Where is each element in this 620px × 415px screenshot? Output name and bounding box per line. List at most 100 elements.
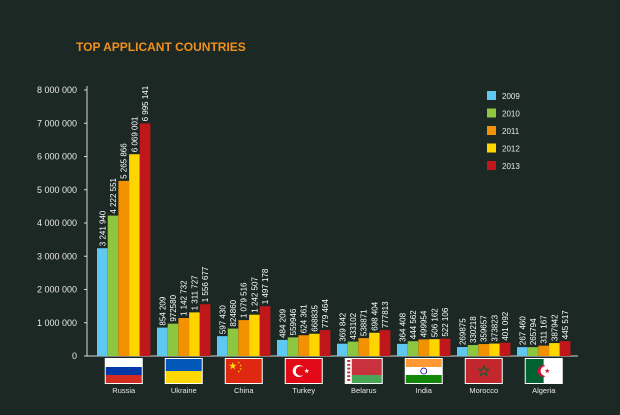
bar	[217, 336, 228, 356]
bar	[97, 248, 108, 356]
russia-flag-icon	[104, 358, 143, 384]
belarus-flag-icon	[344, 358, 383, 384]
data-label: 269875	[458, 318, 467, 345]
bar	[467, 345, 479, 356]
data-label: 522 106	[441, 307, 450, 336]
bar	[298, 335, 309, 356]
data-label: 364 408	[398, 312, 407, 341]
data-label: 1 497 178	[261, 268, 270, 304]
data-label: 433102	[349, 312, 358, 339]
data-label: 445 517	[561, 310, 570, 339]
algeria-flag-icon	[524, 358, 563, 384]
bar	[379, 330, 391, 356]
bar	[478, 344, 489, 356]
chart-title: TOP APPLICANT COUNTRIES	[76, 40, 246, 54]
bar	[249, 314, 260, 356]
data-label: 668835	[310, 305, 319, 332]
bar	[287, 337, 299, 356]
bar	[549, 343, 560, 356]
legend-swatch	[487, 161, 496, 170]
legend-swatch	[487, 126, 496, 135]
x-tick-label: Algeria	[532, 386, 556, 395]
legend-label: 2010	[502, 110, 520, 119]
legend-swatch	[487, 108, 496, 118]
legend-label: 2011	[502, 127, 520, 136]
data-label: 559946	[289, 308, 298, 335]
y-tick-label: 0	[72, 351, 77, 361]
y-tick-label: 3 000 000	[37, 251, 77, 261]
data-label: 597 430	[218, 305, 227, 334]
data-label: 972580	[169, 294, 178, 321]
y-tick-label: 6 000 000	[37, 152, 77, 162]
turkey-flag-icon	[284, 358, 323, 384]
china-flag-icon	[224, 358, 263, 384]
bar	[178, 318, 189, 356]
data-label: 444 562	[409, 310, 418, 339]
bar	[238, 320, 249, 356]
flags: Russia Ukraine China Turkey Belarus India Moro…	[104, 358, 563, 395]
data-label: 6 995 141	[141, 85, 150, 121]
legend: 2009 2010 2011 2012 2013	[487, 91, 520, 171]
legend-label: 2012	[502, 145, 520, 154]
data-label: 538871	[360, 309, 369, 336]
bar	[457, 347, 468, 356]
bar	[139, 123, 151, 356]
y-tick-label: 1 000 000	[37, 318, 77, 328]
bar	[277, 339, 288, 356]
bar	[118, 180, 129, 356]
bar	[189, 312, 200, 356]
x-tick-label: Ukraine	[171, 386, 197, 395]
data-label: 5 265 866	[120, 143, 129, 179]
x-tick-label: India	[416, 386, 433, 395]
bar	[517, 347, 528, 356]
data-label: 267 460	[518, 316, 527, 345]
data-label: 1 142 732	[180, 280, 189, 316]
ukraine-flag-icon	[164, 358, 203, 384]
india-flag-icon	[404, 358, 443, 384]
bar	[489, 343, 500, 356]
bar	[559, 341, 571, 356]
bar	[407, 341, 419, 356]
y-tick-label: 8 000 000	[37, 85, 77, 95]
data-label: 373823	[490, 314, 499, 341]
data-label: 4 222 551	[109, 177, 118, 213]
legend-label: 2009	[502, 92, 520, 101]
bar	[358, 338, 369, 356]
data-label: 698 404	[370, 301, 379, 330]
bars	[97, 123, 571, 356]
x-tick-label: Belarus	[351, 386, 377, 395]
data-label: 824860	[229, 299, 238, 326]
data-label: 506 162	[430, 308, 439, 337]
data-label: 499954	[420, 310, 429, 337]
bar	[499, 342, 511, 356]
data-label: 330218	[469, 316, 478, 343]
x-tick-label: Russia	[112, 386, 136, 395]
bar	[129, 154, 140, 356]
data-label: 777813	[381, 301, 390, 328]
morocco-flag-icon	[464, 358, 503, 384]
x-tick-label: China	[234, 386, 254, 395]
legend-label: 2013	[502, 162, 520, 171]
bar	[397, 343, 408, 356]
bar	[429, 339, 440, 356]
bar	[319, 330, 331, 356]
data-label: 1 079 516	[240, 282, 249, 318]
y-tick-label: 2 000 000	[37, 285, 77, 295]
y-tick-label: 4 000 000	[37, 218, 77, 228]
data-label: 1 311 727	[190, 275, 199, 311]
bar	[538, 345, 549, 356]
x-tick-label: Turkey	[292, 386, 315, 395]
y-tick-label: 7 000 000	[37, 118, 77, 128]
bar	[157, 327, 168, 356]
data-label: 3 241 940	[98, 210, 107, 246]
data-label: 1 242 507	[250, 277, 259, 313]
bar	[347, 341, 359, 356]
x-tick-label: Morocco	[469, 386, 498, 395]
legend-swatch	[487, 143, 496, 153]
bar	[337, 343, 348, 356]
data-label: 265794	[529, 318, 538, 345]
bar	[527, 347, 539, 356]
bar	[227, 328, 239, 356]
